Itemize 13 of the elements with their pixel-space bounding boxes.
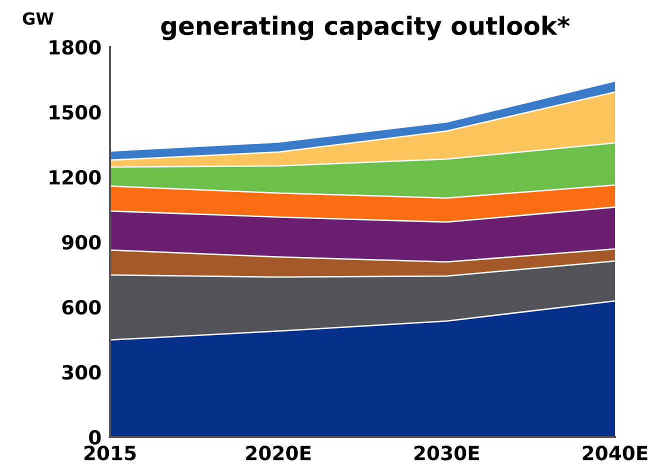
y-tick-label: 1500 xyxy=(50,104,101,120)
x-tick-label: 2020E xyxy=(246,446,311,460)
x-tick-label: 2015 xyxy=(84,446,136,460)
chart-title: generating capacity outlook* xyxy=(161,16,570,40)
y-tick-label: 1800 xyxy=(50,40,101,55)
y-tick-label: 600 xyxy=(62,300,101,315)
y-tick-label: 900 xyxy=(62,234,101,250)
y-tick-label: 0 xyxy=(89,430,101,445)
y-tick-label: 1200 xyxy=(50,170,101,185)
y-axis-title: GW xyxy=(22,12,54,25)
x-tick-label: 2040E xyxy=(582,446,648,460)
x-tick-label: 2030E xyxy=(414,446,479,460)
y-tick-label: 300 xyxy=(62,364,101,380)
